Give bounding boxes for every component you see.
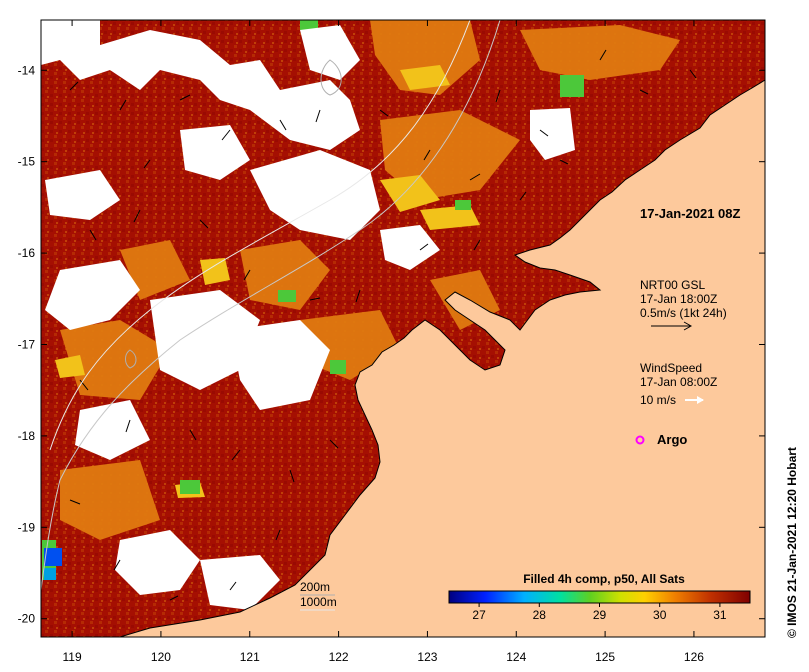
y-tick-label: -15 xyxy=(18,155,36,169)
cloud-mask xyxy=(41,20,575,610)
plot-frame xyxy=(40,19,766,638)
current-legend-time: 17-Jan 18:00Z xyxy=(640,292,717,306)
contour-legend: 200m 1000m xyxy=(300,580,337,611)
colorbar-tick-label: 30 xyxy=(653,608,667,622)
wind-legend-title: WindSpeed xyxy=(640,361,702,375)
imos-credit: © IMOS 21-Jan-2021 12:20 Hobart xyxy=(785,447,799,638)
argo-label: Argo xyxy=(657,432,687,447)
current-scale-arrowhead xyxy=(683,321,693,331)
colorbar: Filled 4h comp, p50, All Sats 27 28 29 30 31 xyxy=(448,572,751,622)
wind-legend-time: 17-Jan 08:00Z xyxy=(640,375,717,389)
bathymetry-contours xyxy=(41,20,501,591)
y-axis: -14 -15 -16 -17 -18 -19 -20 xyxy=(18,63,765,626)
x-axis: 119 120 121 122 123 124 125 126 xyxy=(63,20,704,664)
x-tick-label: 120 xyxy=(151,650,171,664)
current-legend: NRT00 GSL 17-Jan 18:00Z 0.5m/s (1kt 24h) xyxy=(640,278,727,331)
current-vectors xyxy=(69,49,697,601)
colorbar-tick-label: 27 xyxy=(472,608,486,622)
colorbar-tick-label: 31 xyxy=(713,608,727,622)
wind-legend: WindSpeed 17-Jan 08:00Z 10 m/s xyxy=(640,361,717,407)
x-tick-label: 119 xyxy=(63,650,82,664)
y-tick-label: -14 xyxy=(18,63,36,77)
y-tick-label: -19 xyxy=(18,520,36,534)
current-legend-title: NRT00 GSL xyxy=(640,278,705,292)
y-tick-label: -17 xyxy=(18,337,36,351)
colorbar-ramp xyxy=(448,590,751,604)
argo-legend: Argo xyxy=(635,432,687,447)
y-tick-label: -20 xyxy=(18,612,36,626)
x-tick-label: 124 xyxy=(506,650,526,664)
contour-200-label: 200m xyxy=(300,580,330,594)
x-tick-label: 126 xyxy=(684,650,704,664)
current-legend-scale: 0.5m/s (1kt 24h) xyxy=(640,306,727,320)
colorbar-tick-label: 28 xyxy=(533,608,547,622)
x-tick-label: 123 xyxy=(417,650,437,664)
x-tick-label: 121 xyxy=(240,650,260,664)
colorbar-ticks: 27 28 29 30 31 xyxy=(472,603,727,622)
wind-legend-scale: 10 m/s xyxy=(640,393,676,407)
argo-marker-icon xyxy=(635,435,645,445)
land-mass xyxy=(119,20,765,637)
x-tick-label: 122 xyxy=(329,650,349,664)
y-tick-label: -16 xyxy=(18,246,36,260)
y-tick-label: -18 xyxy=(18,429,36,443)
x-tick-label: 125 xyxy=(595,650,615,664)
colorbar-title: Filled 4h comp, p50, All Sats xyxy=(523,572,685,586)
map-canvas[interactable] xyxy=(41,20,765,637)
map-timestamp: 17-Jan-2021 08Z xyxy=(640,206,741,221)
colorbar-tick-label: 29 xyxy=(593,608,607,622)
contour-1000-label: 1000m xyxy=(300,595,337,609)
wind-scale-arrowhead xyxy=(697,396,704,404)
